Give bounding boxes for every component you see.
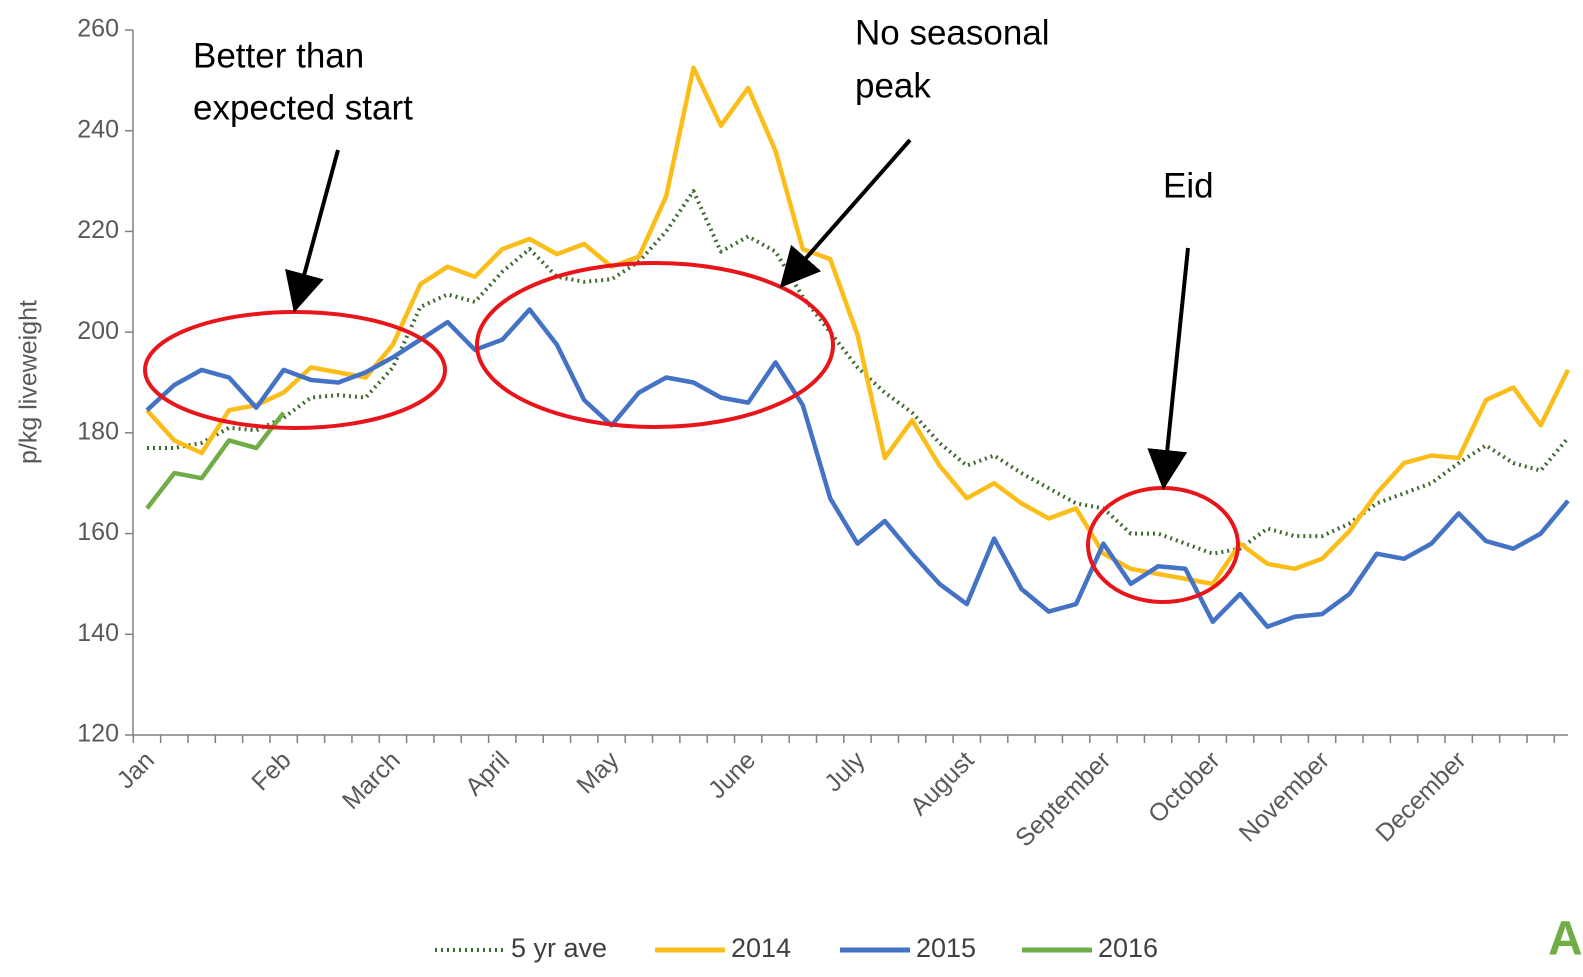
x-tick-label: April xyxy=(460,746,515,801)
y-tick-label: 180 xyxy=(77,417,119,445)
highlight-ellipse xyxy=(475,261,835,429)
x-tick-label: Feb xyxy=(246,746,296,796)
logo: A xyxy=(1548,913,1583,966)
series-line xyxy=(147,189,1570,556)
x-tick-label: August xyxy=(905,746,980,821)
y-tick-label: 140 xyxy=(77,619,119,647)
annotation: expected start xyxy=(193,88,413,127)
legend-label: 2014 xyxy=(731,933,791,963)
x-tick-label: November xyxy=(1234,746,1335,847)
x-tick-label: October xyxy=(1143,746,1226,829)
y-tick-label: 220 xyxy=(77,216,119,244)
annotation: Better than xyxy=(193,36,364,75)
annotation: peak xyxy=(855,66,931,105)
plot: 120 140 160 180 200 220 240 260 Jan Feb March April… xyxy=(77,15,1571,852)
legend-label: 2015 xyxy=(916,933,976,963)
x-tick-label: July xyxy=(819,746,871,798)
highlight-ellipse xyxy=(1086,486,1240,604)
y-tick-label: 120 xyxy=(77,720,119,748)
series-line xyxy=(145,65,1571,587)
arrow xyxy=(779,138,912,289)
arrow xyxy=(1147,247,1190,490)
annotations: Better than expected start No seasonal p… xyxy=(143,13,1240,604)
y-axis-label: p/kg liveweight xyxy=(15,300,43,464)
annotation: Eid xyxy=(1163,166,1214,205)
arrow xyxy=(285,149,340,313)
x-tick-label: September xyxy=(1010,746,1116,852)
x-tick-label: March xyxy=(337,746,406,815)
x-tick-label: June xyxy=(703,746,761,804)
legend: 5 yr ave 2014 2015 2016 xyxy=(435,933,1158,963)
legend-label: 5 yr ave xyxy=(511,933,607,963)
y-tick-label: 160 xyxy=(77,518,119,546)
series-line xyxy=(145,307,1570,629)
x-tick-label: May xyxy=(571,746,625,800)
y-tick-label: 260 xyxy=(77,15,119,43)
series-line xyxy=(145,411,286,510)
annotation: No seasonal xyxy=(855,13,1050,52)
legend-label: 2016 xyxy=(1098,933,1158,963)
y-tick-label: 240 xyxy=(77,115,119,143)
y-tick-label: 200 xyxy=(77,317,119,345)
x-tick-label: Jan xyxy=(112,746,160,794)
x-tick-label: December xyxy=(1370,746,1471,847)
